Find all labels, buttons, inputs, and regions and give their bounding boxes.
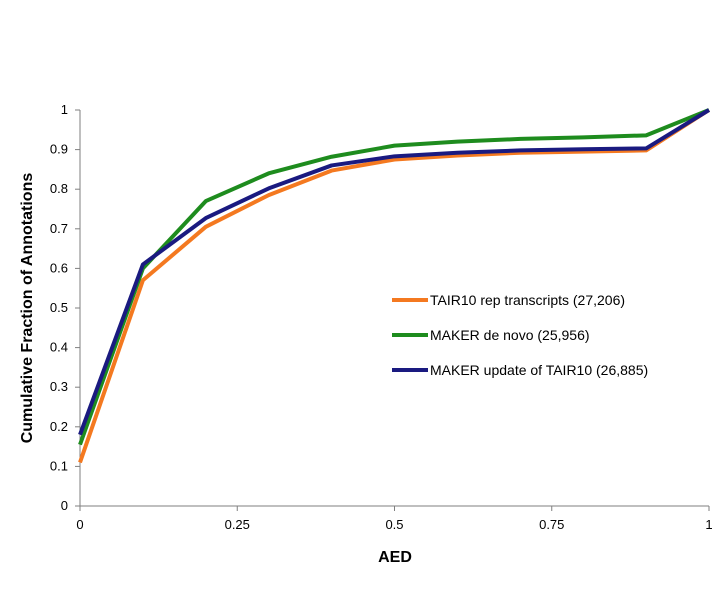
x-tick-label: 0.75 — [539, 517, 564, 532]
x-tick-label: 0.25 — [225, 517, 250, 532]
x-axis-title: AED — [378, 549, 412, 566]
legend-label: MAKER de novo (25,956) — [430, 327, 590, 343]
axes — [79, 110, 709, 507]
x-axis-ticks: 0 0.25 0.5 0.75 1 — [76, 506, 713, 532]
y-axis-title: Cumulative Fraction of Annotations — [19, 173, 36, 444]
series-line-3 — [78, 108, 711, 436]
y-axis-ticks: 0 0.1 0.2 0.3 0.4 0.5 0.6 0.7 0.8 0.9 1 — [50, 102, 80, 513]
series-lines — [78, 108, 711, 464]
series-line-1 — [78, 108, 711, 464]
y-tick-label: 1 — [61, 102, 68, 117]
x-tick-label: 0 — [76, 517, 83, 532]
legend-label: MAKER update of TAIR10 (26,885) — [430, 362, 648, 378]
y-tick-label: 0.9 — [50, 142, 68, 157]
y-tick-label: 0.2 — [50, 419, 68, 434]
y-tick-label: 0.1 — [50, 458, 68, 473]
legend-label: TAIR10 rep transcripts (27,206) — [430, 292, 625, 308]
y-tick-label: 0.3 — [50, 379, 68, 394]
y-tick-label: 0.5 — [50, 300, 68, 315]
series-line-2 — [78, 108, 710, 446]
y-tick-label: 0.7 — [50, 221, 68, 236]
y-tick-label: 0.6 — [50, 260, 68, 275]
x-tick-label: 1 — [705, 517, 712, 532]
y-tick-label: 0.8 — [50, 181, 68, 196]
legend: TAIR10 rep transcripts (27,206) MAKER de … — [392, 292, 648, 378]
y-tick-label: 0.4 — [50, 340, 68, 355]
x-tick-label: 0.5 — [385, 517, 403, 532]
y-tick-label: 0 — [61, 498, 68, 513]
